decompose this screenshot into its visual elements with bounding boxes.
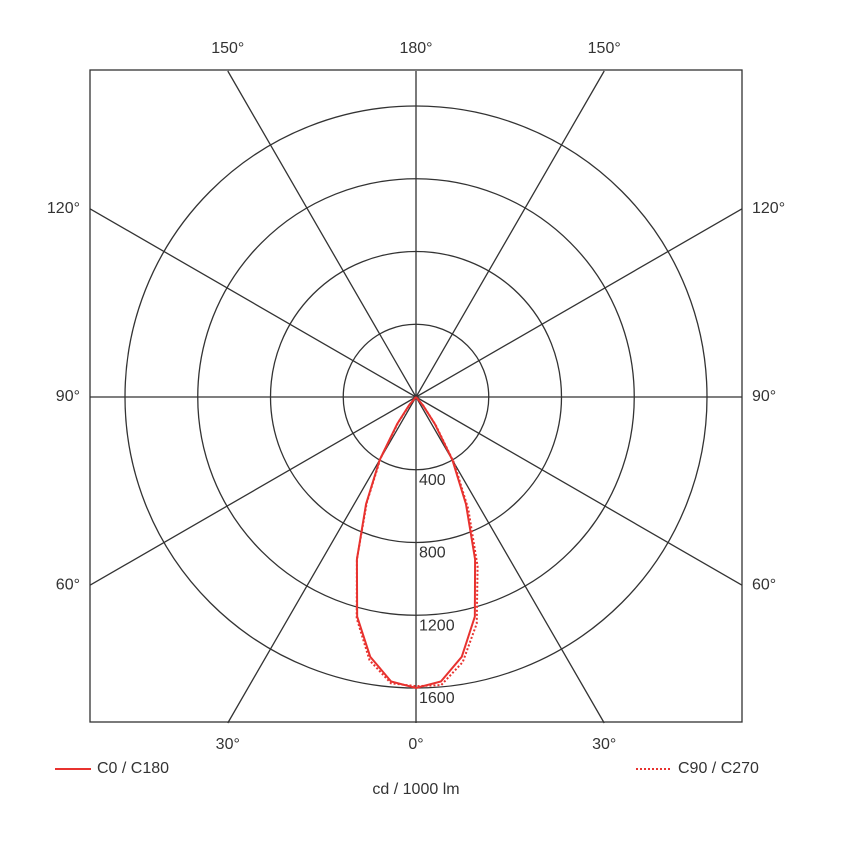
angle-label: 30°: [592, 736, 616, 753]
unit-label: cd / 1000 lm: [372, 781, 459, 798]
radial-line: [89, 208, 417, 398]
angle-label: 60°: [752, 576, 776, 593]
angle-label: 90°: [752, 388, 776, 405]
ring-label: 1200: [419, 617, 455, 634]
angle-label: 150°: [588, 40, 621, 57]
angle-label: 90°: [56, 388, 80, 405]
angle-label: 180°: [399, 40, 432, 57]
angle-label: 60°: [56, 576, 80, 593]
angle-label: 0°: [408, 736, 423, 753]
radial-line: [415, 396, 743, 586]
angle-label: 30°: [216, 736, 240, 753]
radial-line: [415, 208, 743, 398]
angle-label: 150°: [211, 40, 244, 57]
ring-label: 400: [419, 472, 446, 489]
radial-line: [415, 70, 605, 398]
ring-label: 800: [419, 545, 446, 562]
legend-label: C90 / C270: [678, 760, 759, 777]
radial-line: [89, 396, 417, 586]
curve: [355, 396, 479, 688]
ring-label: 1600: [419, 690, 455, 707]
legend-label: C0 / C180: [97, 760, 169, 777]
radial-line: [227, 70, 417, 398]
angle-label: 120°: [47, 200, 80, 217]
angle-label: 120°: [752, 200, 785, 217]
